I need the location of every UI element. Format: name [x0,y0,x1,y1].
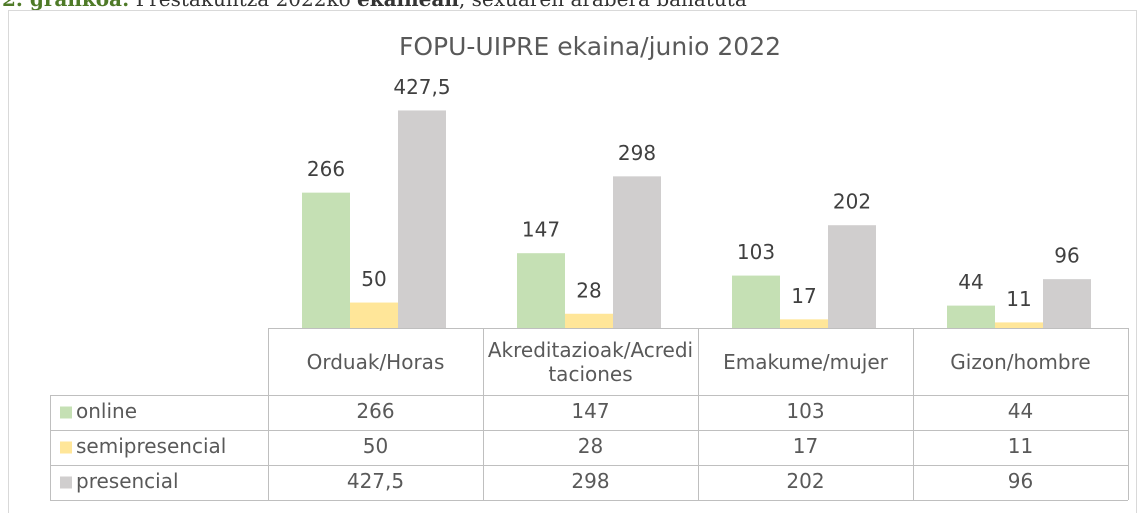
legend-label: presencial [76,469,179,493]
bar [565,313,613,328]
data-label: 28 [576,278,601,302]
legend-label: semipresencial [76,434,226,458]
x-tick-label: Akreditazioak/Acreditaciones [487,337,694,386]
table-cell: 11 [1008,434,1033,458]
data-label: 44 [958,270,983,294]
legend-swatch [60,441,72,454]
table-cell: 17 [793,434,818,458]
data-label: 11 [1006,287,1031,311]
caption-number: 2. grafikoa: [2,0,129,11]
data-label: 202 [833,190,871,214]
legend-label: online [76,399,137,423]
table-cell: 50 [363,434,388,458]
table-cell: 103 [786,399,824,423]
bar [398,110,446,328]
data-label: 96 [1054,244,1079,268]
table-cell: 96 [1008,469,1033,493]
caption: 2. grafikoa: Prestakuntza 2022ko ekainea… [2,0,747,11]
data-label: 427,5 [393,75,450,99]
bar [350,302,398,328]
caption-text: , sexuaren arabera banatuta [459,0,747,11]
data-label: 50 [361,267,386,291]
legend-swatch [60,406,72,419]
bar [780,319,828,328]
x-tick-label: Emakume/mujer [723,349,888,374]
bar [517,253,565,328]
table-cell: 44 [1008,399,1033,423]
chart-frame [8,10,1137,513]
caption-bold: ekainean [357,0,459,11]
x-tick-label: Gizon/hombre [950,349,1091,374]
table-cell: 147 [571,399,609,423]
bar [947,305,995,328]
bar [302,192,350,328]
bar [995,322,1043,328]
data-label: 147 [522,218,560,242]
data-label: 103 [737,240,775,264]
bar [732,275,780,328]
category-cell: Emakume/mujer [723,349,888,374]
category-cell: Orduak/Horas [306,349,445,374]
table-cell: 298 [571,469,609,493]
bar [828,225,876,328]
legend-swatch [60,476,72,489]
chart-title: FOPU-UIPRE ekaina/junio 2022 [399,32,781,61]
table-cell: 202 [786,469,824,493]
table-cell: 28 [578,434,603,458]
bar [1043,279,1091,328]
caption-text: Prestakuntza 2022ko [136,0,351,11]
bar [613,176,661,328]
data-label: 266 [307,157,345,181]
data-label: 298 [618,141,656,165]
category-cell: Gizon/hombre [950,349,1091,374]
x-tick-label: Orduak/Horas [306,349,445,374]
table-cell: 266 [356,399,394,423]
data-label: 17 [791,284,816,308]
table-cell: 427,5 [347,469,404,493]
category-cell: Akreditazioak/Acreditaciones [487,337,694,386]
